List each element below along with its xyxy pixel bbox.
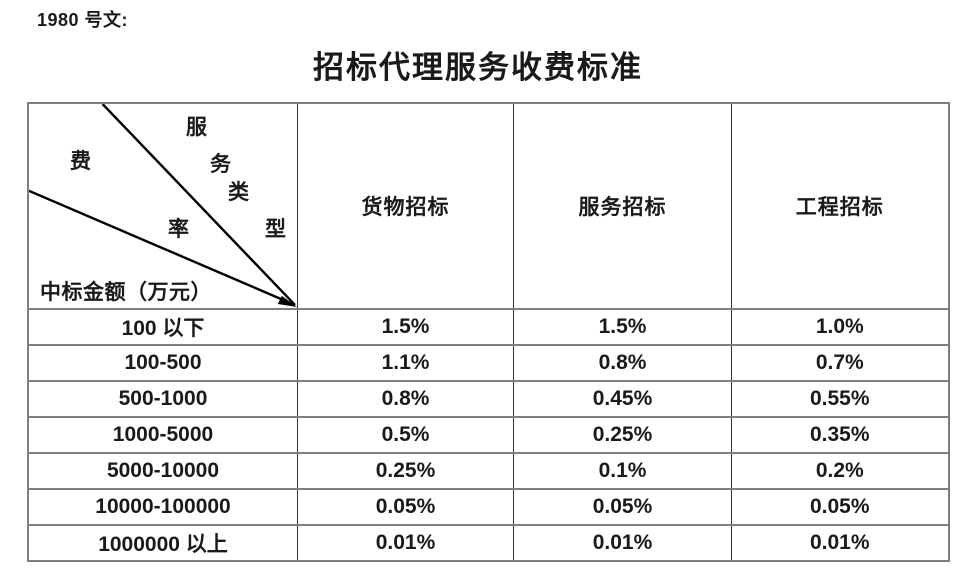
corner-label-rate-char: 率 [168, 217, 189, 241]
rate-engineering: 0.01% [731, 524, 949, 562]
table-row: 100-500 1.1% 0.8% 0.7% [27, 344, 949, 382]
corner-label-service-char: 务 [210, 152, 231, 176]
rate-goods: 0.05% [297, 488, 514, 526]
row-label: 5000-10000 [27, 452, 298, 490]
rate-engineering: 1.0% [731, 308, 949, 346]
diagonal-arrow-tip [277, 295, 297, 307]
row-label: 100 以下 [27, 308, 298, 346]
rate-service: 0.1% [513, 452, 732, 490]
fee-standard-table: 服 费 务 类 率 型 中标金额（万元） 货物招标 服务招标 工程招标 100 … [27, 102, 950, 562]
corner-header-cell: 服 费 务 类 率 型 中标金额（万元） [27, 102, 298, 310]
header-row: 服 费 务 类 率 型 中标金额（万元） 货物招标 服务招标 工程招标 [27, 102, 949, 310]
corner-label-service-char: 服 [186, 115, 207, 139]
rate-engineering: 0.7% [731, 344, 949, 382]
table-row: 1000000 以上 0.01% 0.01% 0.01% [27, 524, 949, 562]
rate-goods: 0.01% [297, 524, 514, 562]
column-header-service: 服务招标 [513, 102, 732, 310]
table-row: 5000-10000 0.25% 0.1% 0.2% [27, 452, 949, 490]
row-label: 1000-5000 [27, 416, 298, 454]
rate-service: 0.45% [513, 380, 732, 418]
corner-label-service-char: 型 [265, 217, 286, 241]
rate-engineering: 0.2% [731, 452, 949, 490]
row-label: 10000-100000 [27, 488, 298, 526]
table-row: 10000-100000 0.05% 0.05% 0.05% [27, 488, 949, 526]
rate-service: 1.5% [513, 308, 732, 346]
row-label: 500-1000 [27, 380, 298, 418]
rate-engineering: 0.55% [731, 380, 949, 418]
corner-label-service-char: 类 [228, 180, 249, 204]
rate-service: 0.01% [513, 524, 732, 562]
rate-goods: 1.5% [297, 308, 514, 346]
rate-goods: 0.25% [297, 452, 514, 490]
row-label: 100-500 [27, 344, 298, 382]
diagonal-divider-lines [29, 104, 297, 307]
rate-service: 0.8% [513, 344, 732, 382]
column-header-goods: 货物招标 [297, 102, 514, 310]
doc-number-note: 1980 号文: [37, 10, 129, 30]
rate-engineering: 0.35% [731, 416, 949, 454]
page-title: 招标代理服务收费标准 [313, 50, 643, 85]
rate-service: 0.25% [513, 416, 732, 454]
column-header-engineering: 工程招标 [731, 102, 949, 310]
table-row: 1000-5000 0.5% 0.25% 0.35% [27, 416, 949, 454]
corner-label-fee-char: 费 [70, 149, 91, 173]
rate-engineering: 0.05% [731, 488, 949, 526]
table-row: 100 以下 1.5% 1.5% 1.0% [27, 308, 949, 346]
rate-goods: 0.8% [297, 380, 514, 418]
row-label: 1000000 以上 [27, 524, 298, 562]
rate-goods: 0.5% [297, 416, 514, 454]
rate-service: 0.05% [513, 488, 732, 526]
corner-label-amount: 中标金额（万元） [40, 280, 212, 304]
table-row: 500-1000 0.8% 0.45% 0.55% [27, 380, 949, 418]
rate-goods: 1.1% [297, 344, 514, 382]
